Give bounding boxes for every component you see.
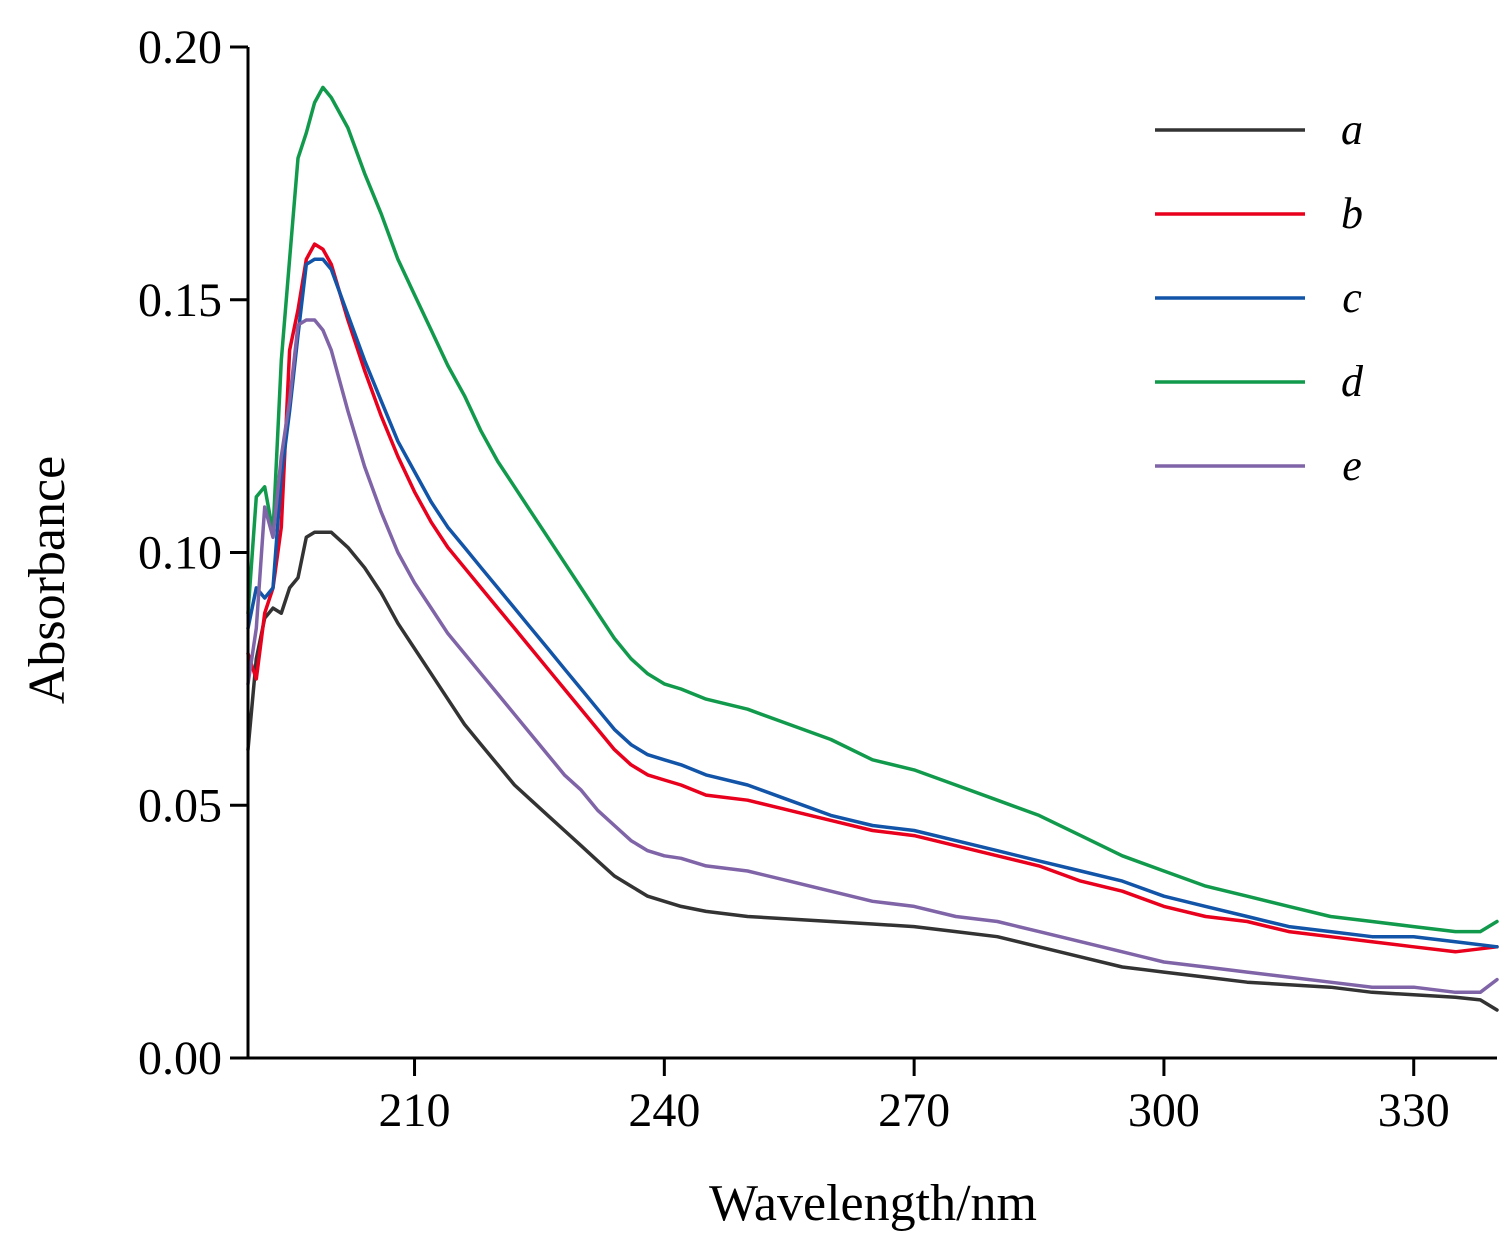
y-tick-label: 0.20 bbox=[138, 21, 222, 74]
x-tick-label: 270 bbox=[878, 1084, 950, 1137]
x-tick-label: 240 bbox=[628, 1084, 700, 1137]
y-axis-title: Absorbance bbox=[19, 456, 76, 704]
legend-label-a: a bbox=[1341, 105, 1363, 154]
y-tick-label: 0.15 bbox=[138, 274, 222, 327]
legend-label-e: e bbox=[1342, 441, 1362, 490]
x-tick-label: 330 bbox=[1378, 1084, 1450, 1137]
plot-area bbox=[246, 85, 1499, 1012]
x-tick-label: 300 bbox=[1128, 1084, 1200, 1137]
series-line-c bbox=[246, 257, 1499, 949]
x-tick-label: 210 bbox=[379, 1084, 451, 1137]
series-line-e bbox=[246, 318, 1499, 995]
y-tick-label: 0.00 bbox=[138, 1032, 222, 1085]
legend-label-b: b bbox=[1341, 189, 1363, 238]
series-line-b bbox=[246, 242, 1499, 954]
series-line-d bbox=[246, 85, 1499, 934]
x-axis-title: Wavelength/nm bbox=[709, 1175, 1037, 1232]
y-tick-label: 0.10 bbox=[138, 527, 222, 580]
legend-label-d: d bbox=[1341, 357, 1364, 406]
y-tick-label: 0.05 bbox=[138, 779, 222, 832]
axes bbox=[246, 47, 1497, 1060]
legend-label-c: c bbox=[1342, 273, 1362, 322]
series-line-a bbox=[246, 530, 1499, 1012]
ticks: 0.00 0.05 0.10 0.15 0.20 210 240 270 300 330 bbox=[138, 21, 1450, 1137]
